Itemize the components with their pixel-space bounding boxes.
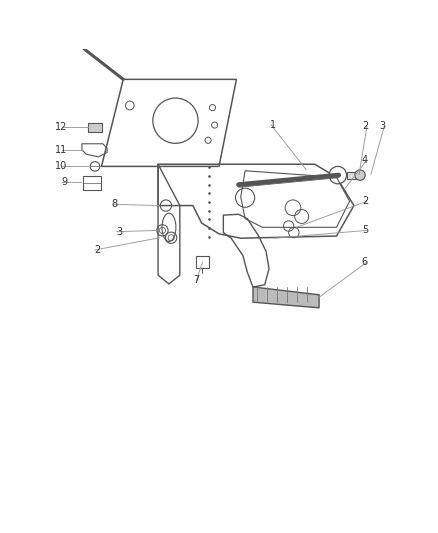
- Bar: [83, 175, 101, 190]
- Text: 10: 10: [55, 161, 67, 172]
- Text: 5: 5: [362, 225, 368, 236]
- Text: 8: 8: [111, 199, 117, 209]
- Text: 2: 2: [94, 245, 100, 255]
- Polygon shape: [253, 287, 319, 308]
- Text: 12: 12: [55, 122, 67, 132]
- Text: 2: 2: [362, 196, 368, 206]
- Text: 6: 6: [362, 257, 368, 267]
- Bar: [196, 256, 209, 268]
- Circle shape: [355, 170, 365, 180]
- Bar: [347, 172, 357, 179]
- Text: 2: 2: [362, 121, 368, 131]
- Text: 9: 9: [61, 176, 67, 187]
- Text: 7: 7: [193, 276, 199, 286]
- Bar: [88, 123, 102, 133]
- Text: 11: 11: [55, 145, 67, 155]
- Text: 4: 4: [362, 155, 368, 165]
- Text: 3: 3: [116, 227, 122, 237]
- Circle shape: [329, 166, 346, 184]
- Text: 1: 1: [270, 120, 276, 130]
- Text: 3: 3: [379, 121, 385, 131]
